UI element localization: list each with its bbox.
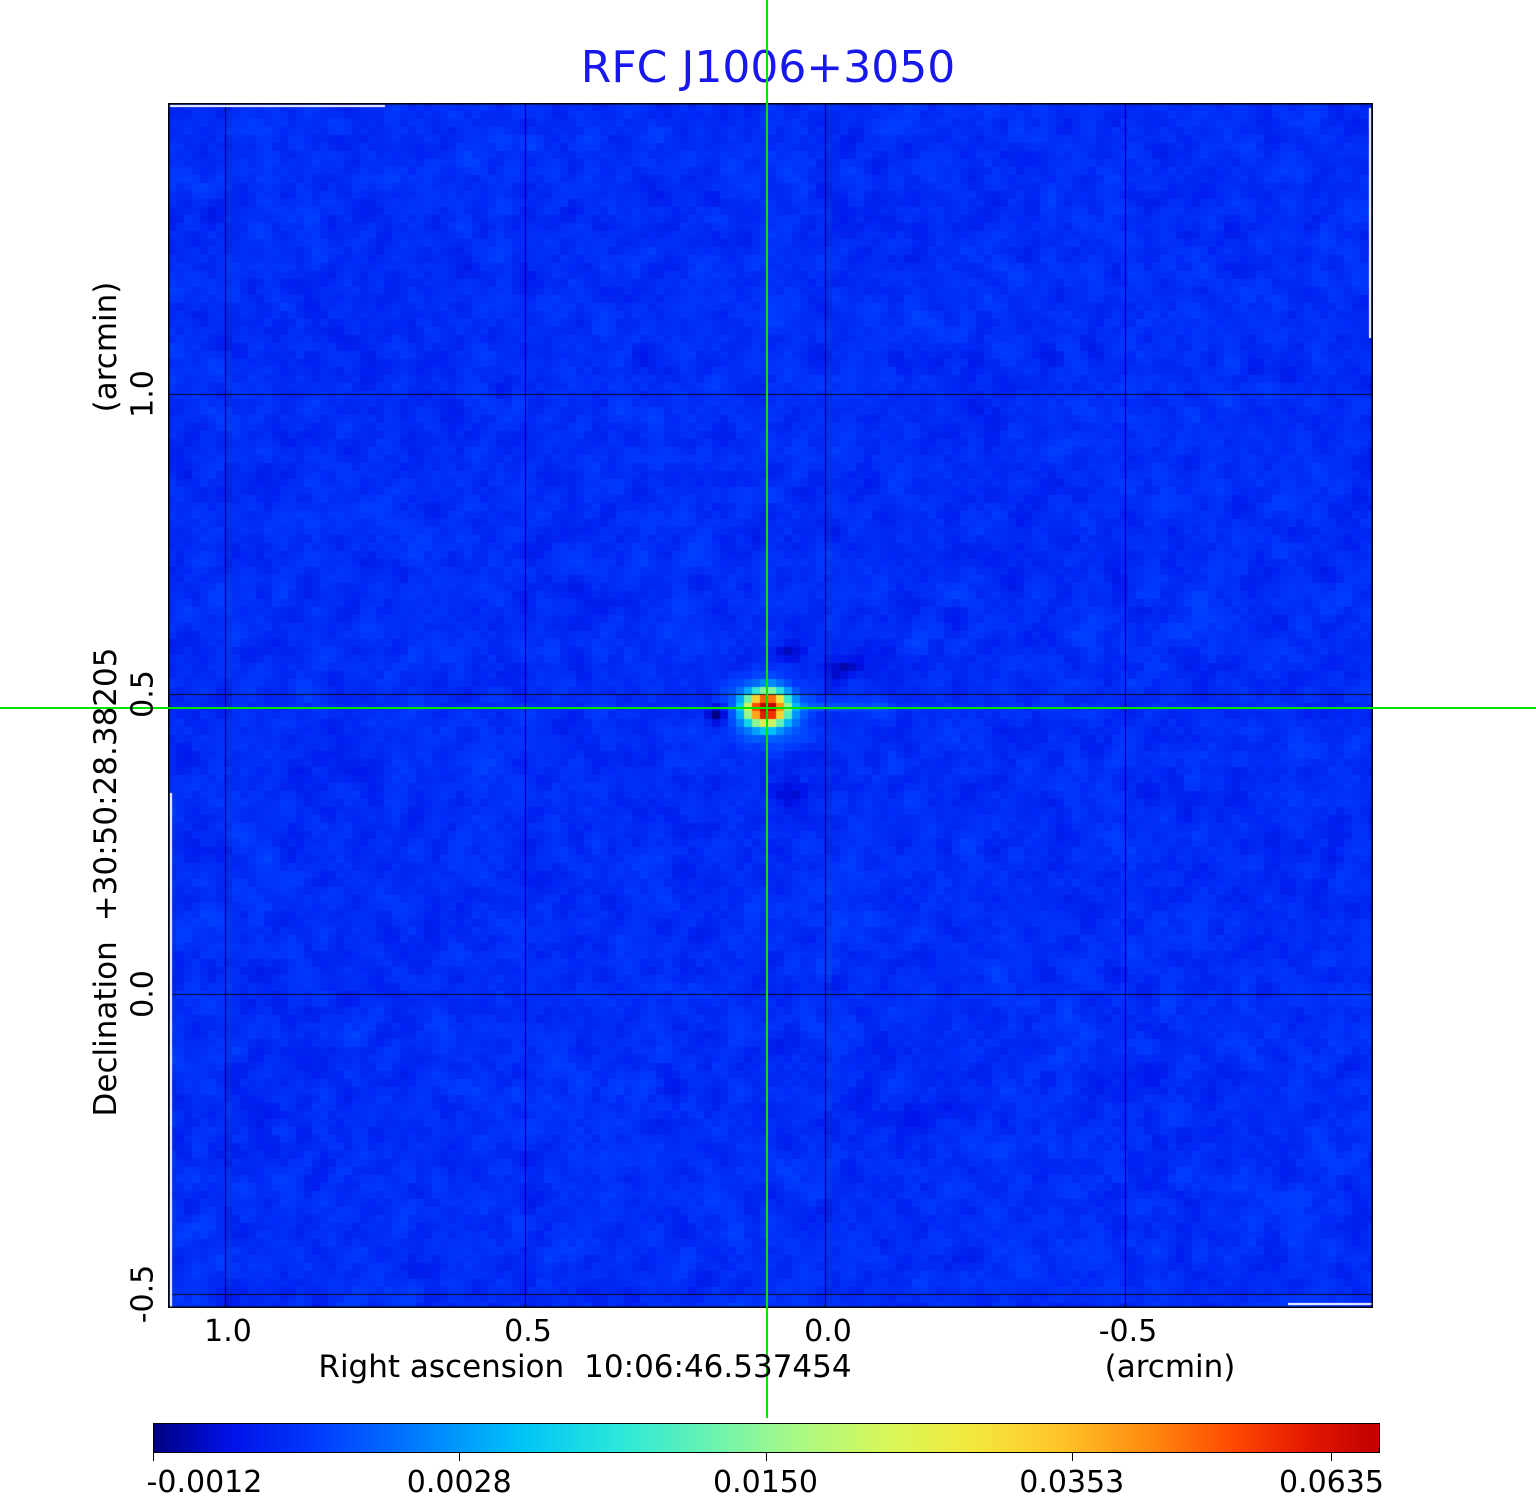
y-axis-unit: (arcmin) bbox=[88, 281, 124, 413]
colorbar-tick bbox=[765, 1453, 767, 1461]
colorbar: -0.0012 0.0028 0.0150 0.0353 0.0635 bbox=[147, 1423, 1384, 1500]
x-axis-coordinate: 10:06:46.537454 bbox=[584, 1349, 852, 1385]
y-tick-label: 1.0 bbox=[125, 370, 161, 418]
crosshair-horizontal-line bbox=[0, 707, 1536, 709]
x-axis-unit: (arcmin) bbox=[1104, 1349, 1236, 1385]
colorbar-tick bbox=[153, 1453, 154, 1461]
colorbar-gradient bbox=[153, 1423, 1380, 1453]
sky-map bbox=[168, 103, 1373, 1308]
colorbar-tick-label: -0.0012 bbox=[146, 1465, 263, 1500]
colorbar-tick-label: 0.0635 bbox=[1278, 1465, 1384, 1500]
x-axis-name: Right ascension bbox=[318, 1349, 565, 1385]
colorbar-tick bbox=[1331, 1453, 1333, 1461]
y-tick-label: -0.5 bbox=[125, 1264, 161, 1324]
x-axis-label: Right ascension 10:06:46.537454 bbox=[318, 1349, 851, 1385]
colorbar-tick bbox=[1071, 1453, 1073, 1461]
sky-map-canvas bbox=[168, 103, 1373, 1308]
y-axis-coordinate: +30:50:28.38205 bbox=[88, 647, 124, 922]
crosshair-vertical-line bbox=[766, 0, 768, 1418]
y-tick-label: 0.0 bbox=[125, 970, 161, 1018]
colorbar-tick-label: 0.0150 bbox=[713, 1465, 818, 1500]
y-axis-name: Declination bbox=[88, 941, 124, 1117]
colorbar-tick bbox=[459, 1453, 461, 1461]
x-tick-label: -0.5 bbox=[1098, 1314, 1158, 1349]
figure-title: RFC J1006+3050 bbox=[580, 42, 956, 93]
colorbar-tick-label: 0.0353 bbox=[1019, 1465, 1125, 1500]
x-tick-label: 0.0 bbox=[804, 1314, 852, 1349]
y-tick-label: 0.5 bbox=[125, 670, 161, 718]
y-axis-label: Declination +30:50:28.38205 bbox=[88, 648, 124, 1117]
x-tick-label: 1.0 bbox=[204, 1314, 252, 1349]
x-tick-label: 0.5 bbox=[504, 1314, 552, 1349]
colorbar-tick-label: 0.0028 bbox=[406, 1465, 512, 1500]
